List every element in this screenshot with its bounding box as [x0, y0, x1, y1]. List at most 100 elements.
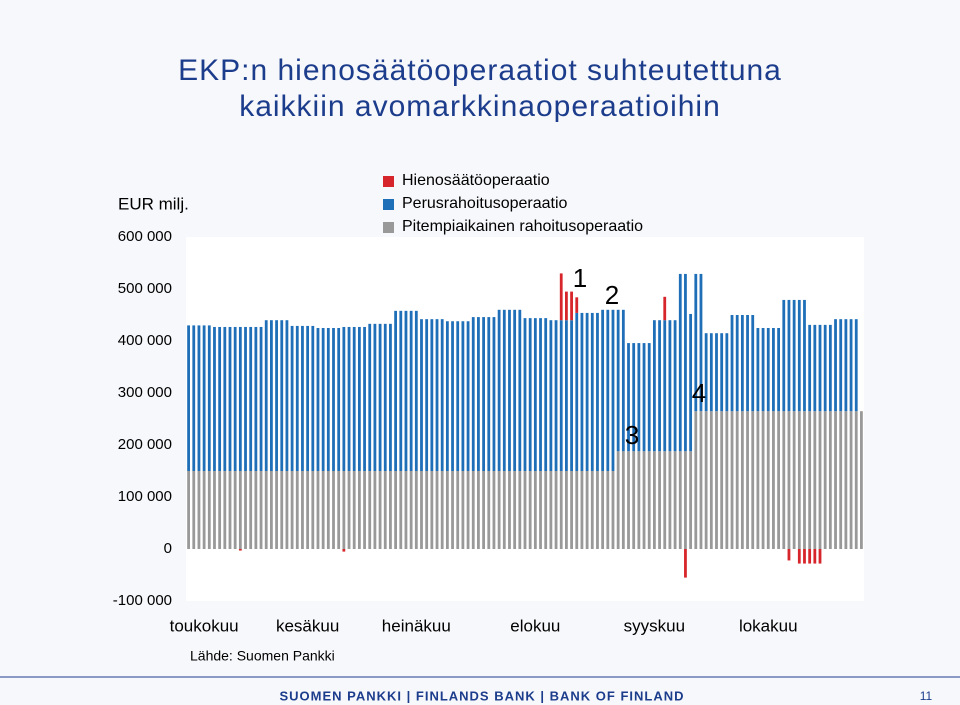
page-number: 11: [920, 689, 933, 703]
bar-segment: [383, 471, 387, 549]
bar-segment: [565, 291, 568, 321]
bar-segment: [357, 471, 361, 549]
bar-segment: [332, 471, 335, 549]
bar-segment: [637, 451, 641, 549]
bar-segment: [275, 471, 278, 549]
bar-segment: [663, 451, 667, 549]
bar-segment: [539, 471, 542, 549]
bar-segment: [663, 296, 667, 321]
bar-segment: [249, 471, 253, 549]
bar-segment: [223, 471, 227, 549]
bar-segment: [709, 411, 713, 549]
annotation: 2: [605, 280, 619, 310]
bar-segment: [306, 325, 310, 471]
bar-segment: [414, 471, 418, 549]
bar-segment: [647, 451, 651, 549]
x-tick-label: kesäkuu: [276, 616, 339, 635]
bar-segment: [311, 471, 315, 549]
bar-segment: [187, 325, 190, 471]
bar-segment: [668, 451, 672, 549]
x-tick-label: lokakuu: [739, 616, 798, 635]
bar-segment: [456, 321, 460, 471]
bar-segment: [658, 451, 661, 549]
bar-segment: [420, 319, 423, 471]
bar-segment: [559, 320, 563, 471]
bar-segment: [720, 333, 724, 412]
bar-segment: [254, 471, 258, 549]
bar-segment: [818, 411, 822, 549]
bar-segment: [818, 324, 822, 412]
bar-segment: [394, 471, 398, 549]
bar-segment: [570, 291, 573, 321]
bar-segment: [549, 320, 553, 471]
legend-label: Hienosäätöoperaatio: [402, 172, 550, 189]
bar-segment: [404, 471, 408, 549]
bar-segment: [373, 323, 377, 471]
bar-segment: [482, 317, 485, 471]
bar-segment: [730, 315, 734, 412]
bar-segment: [652, 451, 656, 549]
bar-segment: [528, 471, 532, 549]
bar-segment: [233, 326, 237, 471]
bar-segment: [761, 411, 765, 549]
bar-segment: [342, 549, 346, 552]
bar-segment: [596, 471, 599, 549]
bar-segment: [513, 471, 517, 549]
bar-segment: [740, 411, 744, 549]
bar-segment: [187, 471, 190, 549]
bar-segment: [238, 471, 242, 549]
bar-segment: [378, 323, 382, 471]
bar-segment: [699, 411, 703, 549]
bar-segment: [223, 326, 227, 471]
bar-segment: [813, 324, 817, 412]
bar-segment: [207, 325, 211, 471]
bar-segment: [844, 319, 848, 412]
bar-segment: [601, 471, 605, 549]
bar-segment: [414, 310, 418, 471]
y-tick-label: 0: [164, 540, 172, 557]
y-tick-label: -100 000: [113, 592, 172, 609]
bar-segment: [678, 273, 682, 452]
x-tick-label: toukokuu: [170, 616, 239, 635]
bar-segment: [306, 471, 310, 549]
bar-segment: [797, 549, 801, 564]
bar-segment: [404, 310, 408, 471]
bar-segment: [383, 323, 387, 471]
bar-segment: [285, 320, 289, 471]
bar-segment: [808, 324, 812, 412]
bar-segment: [218, 471, 222, 549]
bar-segment: [632, 343, 636, 452]
bar-segment: [720, 411, 724, 549]
bar-segment: [326, 328, 330, 471]
bar-segment: [756, 328, 760, 412]
bar-segment: [621, 451, 625, 549]
bar-segment: [782, 299, 786, 412]
bar-segment: [352, 326, 356, 471]
bar-segment: [192, 471, 196, 549]
bar-segment: [554, 320, 558, 471]
bar-segment: [420, 471, 423, 549]
bar-segment: [611, 471, 615, 549]
bar-segment: [777, 328, 781, 412]
bar-segment: [818, 549, 822, 564]
bar-segment: [233, 471, 237, 549]
bar-segment: [368, 471, 372, 549]
bar-segment: [487, 317, 491, 471]
bar-segment: [430, 319, 434, 471]
bar-segment: [301, 471, 304, 549]
bar-segment: [642, 343, 646, 452]
bar-segment: [451, 321, 454, 471]
bar-segment: [321, 471, 325, 549]
bar-segment: [290, 471, 294, 549]
bar-segment: [746, 315, 749, 412]
bar-segment: [761, 328, 765, 412]
title-line: kaikkiin avomarkkinaoperaatioihin: [239, 90, 721, 123]
bar-segment: [575, 312, 579, 471]
bar-segment: [735, 315, 739, 412]
bar-segment: [466, 471, 470, 549]
bar-segment: [652, 320, 656, 452]
bar-segment: [368, 323, 372, 471]
y-tick-label: 500 000: [118, 280, 172, 297]
bar-segment: [689, 451, 693, 549]
bar-segment: [342, 326, 346, 471]
